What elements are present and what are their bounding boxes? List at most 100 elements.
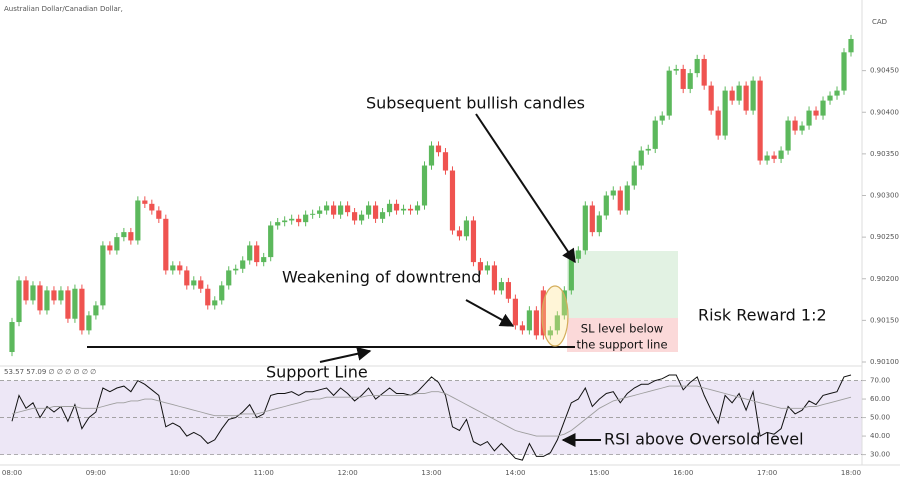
candle-body [156, 210, 162, 219]
candle-body [498, 282, 505, 291]
candle-body [23, 280, 29, 301]
candle-body [324, 205, 330, 211]
y-tick-label: 60.00 [870, 395, 890, 403]
annotation: the support line [576, 338, 667, 352]
candle-body [533, 310, 539, 336]
candle-body [736, 85, 742, 101]
candle-body [72, 288, 78, 319]
y-tick-label: 0.90150 [870, 316, 899, 324]
candle-body [729, 90, 735, 101]
annotation: Subsequent bullish candles [366, 94, 585, 113]
price-label: CAD [872, 18, 887, 26]
candle-body [142, 200, 148, 204]
x-tick-label: 18:00 [841, 469, 861, 477]
candle-body [512, 298, 518, 326]
candle-body [435, 145, 442, 153]
candle-body [666, 70, 672, 116]
candle-body [16, 280, 22, 323]
candle-body [345, 205, 351, 213]
candle-body [317, 210, 323, 214]
candle-body [624, 185, 630, 211]
candle-body [114, 237, 120, 251]
candle-body [135, 200, 141, 241]
candle-body [582, 205, 588, 251]
candle-body [79, 288, 85, 331]
candle-body [268, 225, 274, 258]
candle-body [568, 258, 574, 291]
chart-title: Australian Dollar/Canadian Dollar, [4, 5, 123, 13]
candle-body [233, 268, 239, 271]
x-tick-label: 15:00 [589, 469, 609, 477]
candle-body [421, 165, 428, 206]
y-tick-label: 0.90200 [870, 275, 899, 283]
candle-body [86, 315, 92, 331]
candle-body [771, 155, 777, 159]
candle-body [715, 110, 721, 136]
candle-body [177, 265, 183, 271]
candle-body [386, 203, 393, 213]
candle-body [848, 38, 854, 53]
x-tick-label: 10:00 [170, 469, 190, 477]
candle-body [547, 330, 553, 336]
candle-body [491, 265, 498, 291]
y-tick-label: 0.90400 [870, 108, 899, 116]
candle-body [652, 120, 658, 149]
candle-body [540, 290, 546, 336]
rsi-line [11, 385, 852, 437]
candle-body [680, 68, 686, 89]
candle-body [107, 245, 113, 251]
candle-body [338, 205, 344, 215]
candle-body [575, 250, 581, 259]
candle-body [393, 203, 400, 211]
candle-body [799, 125, 805, 131]
candle-body [205, 288, 211, 306]
candle-body [820, 100, 826, 116]
arrow [465, 299, 515, 327]
candle-body [149, 203, 155, 211]
candle-body [240, 260, 246, 269]
take-profit-zone [567, 251, 678, 318]
candle-body [813, 110, 819, 116]
candle-body [673, 68, 679, 71]
candle-body [470, 220, 477, 263]
annotation: RSI above Oversold level [604, 430, 804, 449]
highlight-ellipse [541, 285, 569, 347]
annotation: Weakening of downtrend [282, 268, 481, 287]
candle-body [806, 110, 812, 126]
rsi-line [11, 374, 852, 461]
candle-body [198, 280, 204, 289]
candle-body [841, 52, 847, 91]
y-tick-label: 0.90450 [870, 67, 899, 75]
candle-body [687, 73, 693, 89]
candle-body [44, 290, 50, 311]
candle-body [372, 205, 379, 219]
candle-body [561, 290, 567, 316]
candle-body [603, 195, 609, 216]
candle-body [65, 290, 71, 319]
candle-body [9, 322, 15, 353]
candle-body [184, 270, 190, 286]
candle-body [743, 85, 749, 111]
x-tick-label: 14:00 [505, 469, 525, 477]
stop-loss-zone [567, 318, 678, 352]
candle-body [331, 205, 337, 215]
candle-body [645, 148, 651, 151]
candle-body [519, 325, 525, 331]
candle-body [254, 245, 260, 263]
candle-body [289, 218, 295, 221]
candle-body [351, 212, 358, 221]
candle-body [708, 85, 714, 111]
x-tick-label: 16:00 [673, 469, 693, 477]
candle-body [358, 214, 365, 221]
x-tick-label: 08:00 [2, 469, 22, 477]
x-tick-label: 11:00 [254, 469, 274, 477]
candle-body [37, 285, 43, 311]
candle-body [282, 220, 288, 223]
candle-body [596, 215, 602, 233]
candle-body [128, 232, 134, 241]
candle-body [296, 218, 302, 223]
candle-body [93, 305, 99, 316]
y-tick-label: 0.90300 [870, 192, 899, 200]
arrow [319, 346, 372, 363]
